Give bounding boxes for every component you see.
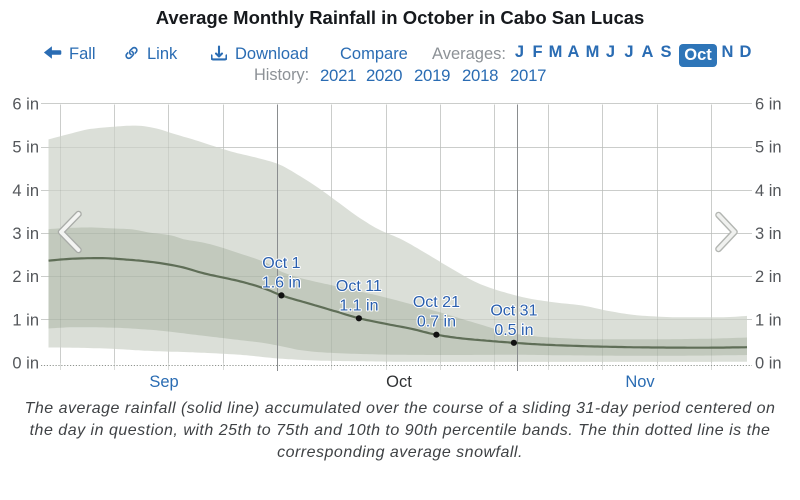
- svg-text:0.7 in: 0.7 in: [417, 314, 456, 331]
- svg-text:3 in: 3 in: [12, 225, 39, 243]
- svg-text:Oct 11: Oct 11: [336, 278, 382, 295]
- svg-text:Nov: Nov: [625, 373, 655, 391]
- svg-text:0 in: 0 in: [12, 355, 39, 373]
- svg-text:2 in: 2 in: [12, 268, 39, 286]
- svg-text:5 in: 5 in: [12, 139, 39, 157]
- svg-text:Sep: Sep: [149, 373, 178, 391]
- svg-text:5 in: 5 in: [755, 139, 782, 157]
- svg-text:Oct 1: Oct 1: [262, 255, 300, 272]
- svg-text:1.1 in: 1.1 in: [339, 297, 378, 314]
- svg-text:1.6 in: 1.6 in: [262, 274, 301, 291]
- svg-text:6 in: 6 in: [12, 96, 39, 114]
- svg-text:3 in: 3 in: [755, 225, 782, 243]
- svg-text:1 in: 1 in: [755, 311, 782, 329]
- svg-text:0 in: 0 in: [755, 355, 782, 373]
- svg-text:2 in: 2 in: [755, 268, 782, 286]
- svg-text:Oct 21: Oct 21: [413, 294, 460, 311]
- svg-text:4 in: 4 in: [12, 182, 39, 200]
- svg-text:1 in: 1 in: [12, 311, 39, 329]
- svg-text:6 in: 6 in: [755, 96, 782, 114]
- svg-text:0.5 in: 0.5 in: [494, 322, 533, 339]
- svg-text:4 in: 4 in: [755, 182, 782, 200]
- svg-text:Oct 31: Oct 31: [490, 302, 537, 319]
- svg-text:Oct: Oct: [386, 373, 412, 391]
